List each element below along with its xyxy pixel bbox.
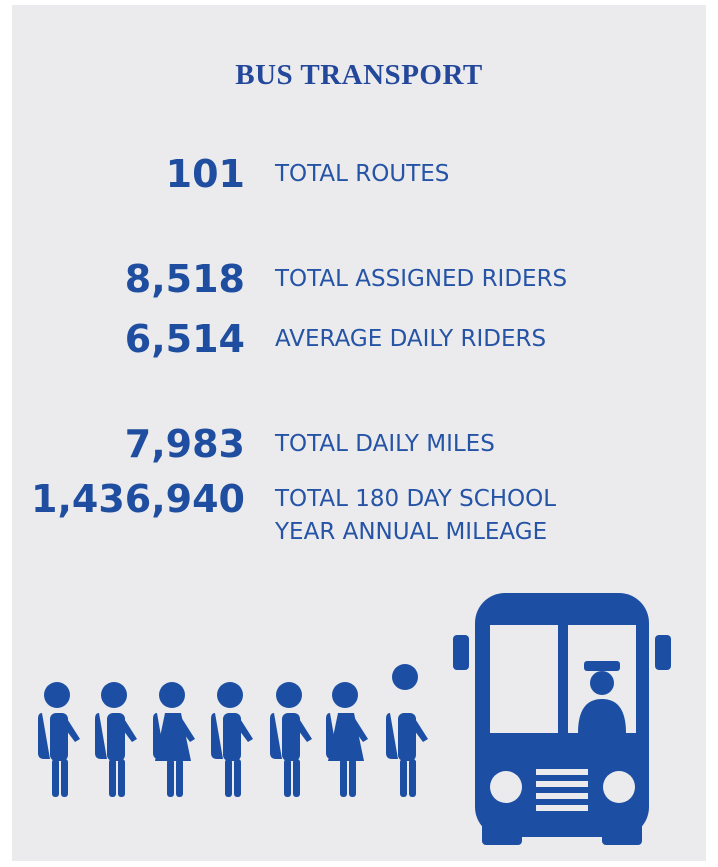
title: BUS TRANSPORT	[12, 59, 706, 92]
stat-value: 101	[0, 152, 245, 196]
bus-headlight	[603, 771, 635, 803]
stat-label: TOTAL ASSIGNED RIDERS	[275, 263, 567, 296]
stat-label: TOTAL DAILY MILES	[275, 428, 495, 461]
bus-wheel	[602, 823, 642, 845]
child-icon	[153, 682, 195, 797]
stat-label-line: TOTAL ASSIGNED RIDERS	[275, 263, 567, 296]
child-icon	[38, 682, 80, 797]
stat-value: 6,514	[0, 317, 245, 361]
child-icon	[386, 664, 428, 797]
stat-label: TOTAL ROUTES	[275, 158, 449, 191]
page: BUS TRANSPORT 101 TOTAL ROUTES 8,518 TOTAL …	[0, 0, 718, 867]
illustration	[12, 585, 706, 845]
bus-mirror	[655, 635, 671, 670]
stat-value: 1,436,940	[0, 477, 245, 521]
stat-value: 8,518	[0, 257, 245, 301]
child-icon	[270, 682, 312, 797]
stat-label-line: TOTAL 180 DAY SCHOOL	[275, 483, 556, 516]
bus-wheel	[482, 823, 522, 845]
bus-grille	[536, 793, 588, 799]
stat-label-line: TOTAL DAILY MILES	[275, 428, 495, 461]
child-icon	[326, 682, 368, 797]
stat-label-line: TOTAL ROUTES	[275, 158, 449, 191]
stat-value: 7,983	[0, 422, 245, 466]
child-icon	[211, 682, 253, 797]
stat-label: AVERAGE DAILY RIDERS	[275, 323, 546, 356]
stat-label-line: AVERAGE DAILY RIDERS	[275, 323, 546, 356]
stat-label-line: YEAR ANNUAL MILEAGE	[275, 516, 556, 549]
bus-window	[490, 625, 558, 733]
bus-grille	[536, 769, 588, 775]
bus-mirror	[453, 635, 469, 670]
bus-grille	[536, 805, 588, 811]
bus-grille	[536, 781, 588, 787]
child-icon	[95, 682, 137, 797]
bus-headlight	[490, 771, 522, 803]
